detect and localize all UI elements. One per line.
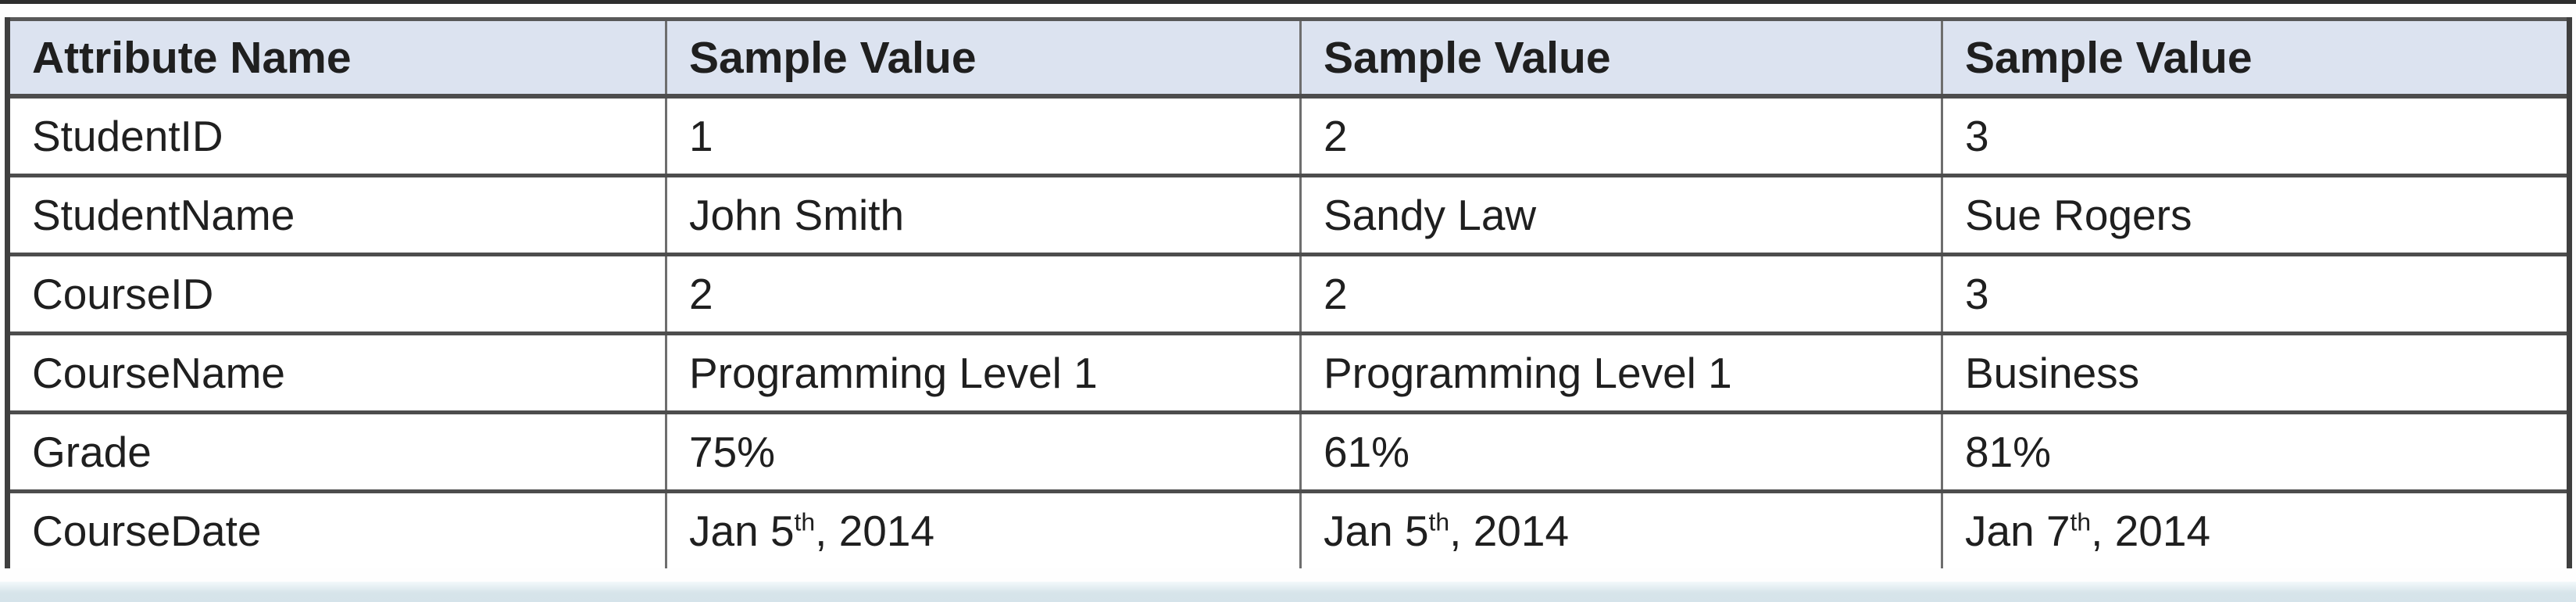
sample-value-cell: 1 xyxy=(666,96,1302,177)
attribute-name-cell: CourseName xyxy=(7,333,667,414)
sample-value-cell: 3 xyxy=(1942,254,2571,335)
attribute-name-cell: StudentID xyxy=(7,96,667,177)
sample-value-cell: 2 xyxy=(1300,96,1943,177)
attribute-name-cell: StudentName xyxy=(7,175,667,256)
sample-value-cell: 2 xyxy=(666,254,1302,335)
table-row-coursedate: CourseDate Jan 5th, 2014 Jan 5th, 2014 Jan … xyxy=(7,491,2571,568)
attribute-name-cell: CourseDate xyxy=(7,491,667,568)
sample-value-cell: Jan 5th, 2014 xyxy=(666,491,1302,568)
table-row-courseid: CourseID 2 2 3 xyxy=(7,254,2571,335)
sample-value-cell: 75% xyxy=(666,412,1302,493)
table-row-grade: Grade 75% 61% 81% xyxy=(7,412,2571,493)
sample-value-cell: John Smith xyxy=(666,175,1302,256)
column-header-sample-value-1: Sample Value xyxy=(666,19,1302,99)
table-header-row: Attribute Name Sample Value Sample Value Sa… xyxy=(7,19,2571,99)
sample-value-cell: Jan 5th, 2014 xyxy=(1300,491,1943,568)
table-body: StudentID 1 2 3 StudentName John Smith Sandy L… xyxy=(7,96,2571,568)
table-row-studentname: StudentName John Smith Sandy Law Sue Rogers xyxy=(7,175,2571,256)
sample-value-cell: Sandy Law xyxy=(1300,175,1943,256)
table-row-studentid: StudentID 1 2 3 xyxy=(7,96,2571,177)
ordinal-superscript: th xyxy=(1428,507,1450,536)
sample-value-cell: 81% xyxy=(1942,412,2571,493)
sample-value-cell: Programming Level 1 xyxy=(1300,333,1943,414)
sample-value-cell: Sue Rogers xyxy=(1942,175,2571,256)
sample-value-cell: Jan 7th, 2014 xyxy=(1942,491,2571,568)
column-header-attribute-name: Attribute Name xyxy=(7,19,667,99)
attributes-table: Attribute Name Sample Value Sample Value Sa… xyxy=(5,17,2572,568)
header-row: Attribute Name Sample Value Sample Value Sa… xyxy=(7,19,2571,99)
sample-value-cell: Business xyxy=(1942,333,2571,414)
table-row-coursename: CourseName Programming Level 1 Programming… xyxy=(7,333,2571,414)
attributes-table-container: Attribute Name Sample Value Sample Value Sa… xyxy=(5,17,2572,568)
sample-value-cell: 3 xyxy=(1942,96,2571,177)
top-divider-line xyxy=(0,0,2576,4)
ordinal-superscript: th xyxy=(794,507,816,536)
bottom-highlight-strip xyxy=(0,582,2576,602)
attribute-name-cell: CourseID xyxy=(7,254,667,335)
sample-value-cell: 2 xyxy=(1300,254,1943,335)
sample-value-cell: 61% xyxy=(1300,412,1943,493)
sample-value-cell: Programming Level 1 xyxy=(666,333,1302,414)
column-header-sample-value-2: Sample Value xyxy=(1300,19,1943,99)
column-header-sample-value-3: Sample Value xyxy=(1942,19,2571,99)
attribute-name-cell: Grade xyxy=(7,412,667,493)
ordinal-superscript: th xyxy=(2070,507,2092,536)
